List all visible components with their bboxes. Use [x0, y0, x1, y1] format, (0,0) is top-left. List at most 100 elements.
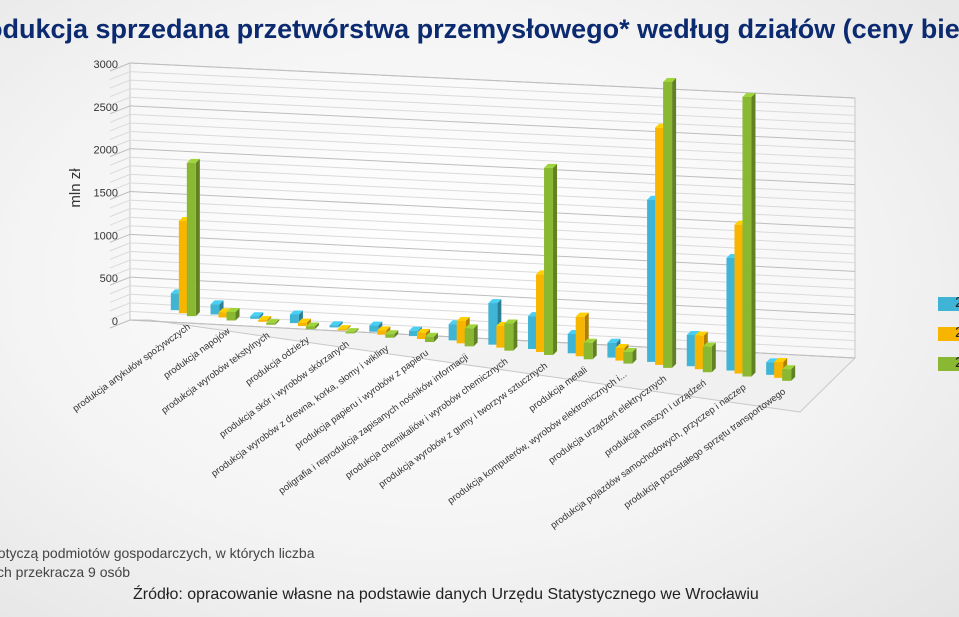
y-tick-label: 2500	[94, 102, 118, 114]
gridline	[129, 182, 856, 220]
source-note: Źródło: opracowanie własne na podstawie …	[133, 586, 759, 603]
bar	[297, 322, 307, 327]
gridline	[129, 62, 856, 99]
bar	[647, 199, 657, 362]
legend-label-series-2: 2	[955, 324, 959, 341]
gridline	[129, 216, 856, 255]
x-tick-label: produkcja pozostałego sprzętu transporto…	[622, 386, 788, 511]
gridline	[129, 105, 856, 142]
gridline	[129, 79, 856, 116]
bar-side	[592, 338, 597, 360]
y-axis-ticks: 0 500 1000 1500 2000 2500 3000	[94, 59, 118, 328]
gridline-side	[109, 208, 131, 218]
bar	[615, 348, 625, 361]
bar	[250, 316, 260, 319]
bar-side	[275, 319, 280, 325]
bar-top	[782, 365, 796, 370]
gridline-side	[109, 173, 131, 183]
bar-top	[615, 344, 629, 349]
bar	[726, 257, 736, 371]
gridline-side	[109, 113, 131, 123]
bar	[416, 332, 426, 340]
gridline-side	[109, 122, 131, 132]
bar-top	[210, 300, 224, 305]
bar	[424, 336, 434, 343]
gridline-side	[109, 276, 131, 286]
gridline-side	[109, 139, 131, 149]
gridline-side	[109, 251, 131, 260]
bar	[488, 303, 498, 345]
gridline-side	[109, 131, 131, 140]
gridline-side	[109, 199, 131, 209]
bar-top	[345, 328, 359, 333]
bar	[186, 162, 196, 317]
legend-label-series-1: 2	[955, 294, 959, 311]
bar-top	[369, 321, 383, 326]
y-tick-label: 0	[112, 316, 118, 328]
gridline	[129, 131, 856, 168]
bar-top	[337, 325, 351, 330]
footnote-line-1: dotyczą podmiotów gospodarczych, w który…	[0, 545, 315, 561]
gridline-side	[109, 79, 131, 89]
bar-top	[774, 357, 788, 362]
bar	[456, 320, 466, 344]
gridline	[129, 165, 856, 203]
bar-side	[394, 330, 399, 338]
bar-side	[433, 332, 438, 343]
gridline-side	[109, 216, 131, 226]
bar-side	[513, 319, 518, 351]
bar-top	[424, 332, 438, 337]
bar	[408, 330, 418, 337]
bar-side	[751, 92, 756, 377]
gridline-side	[109, 182, 131, 192]
bar	[448, 324, 458, 341]
bar-top	[623, 347, 637, 352]
bar	[170, 293, 180, 311]
bar-top	[583, 338, 597, 343]
gridline-side	[109, 310, 131, 320]
bar-top	[266, 319, 280, 324]
bar	[766, 362, 776, 375]
bar-side	[306, 318, 311, 327]
bar	[496, 325, 506, 348]
bar	[218, 312, 228, 318]
gridline	[129, 96, 856, 134]
bar	[536, 274, 546, 352]
bar	[774, 361, 784, 378]
bar	[178, 221, 188, 314]
gridline-side	[109, 105, 131, 115]
bar	[623, 351, 633, 364]
bar-side	[632, 347, 637, 364]
bar-top	[575, 312, 589, 317]
bar-top	[663, 77, 677, 82]
bar	[655, 127, 665, 365]
gridline-side	[109, 302, 131, 312]
y-axis-label: mln zł	[67, 168, 84, 208]
gridline	[129, 88, 856, 125]
bar	[607, 342, 617, 358]
x-tick-label: produkcja wyrobów z gumy i tworzyw sztuc…	[377, 360, 550, 490]
bar-top	[488, 299, 502, 304]
bar	[702, 346, 712, 373]
bar-top	[329, 321, 343, 326]
gridline	[129, 122, 856, 160]
gridline-side	[109, 165, 131, 175]
y-tick-label: 2000	[94, 145, 118, 157]
gridline-side	[109, 225, 131, 235]
bar-top	[377, 326, 391, 331]
bar-side	[553, 163, 558, 355]
gridline-side	[109, 62, 131, 72]
gridline	[129, 148, 856, 186]
bar-top	[607, 338, 621, 343]
bar	[329, 325, 339, 328]
gridline-side	[109, 319, 131, 329]
legend-swatch-series-2	[938, 327, 959, 341]
bar-top	[504, 319, 518, 324]
bar	[663, 81, 673, 368]
bar-side	[314, 322, 319, 330]
bar-top	[702, 342, 716, 347]
legend-swatch-series-1	[938, 297, 959, 311]
bar	[528, 316, 538, 349]
y-tick-label: 500	[100, 273, 118, 285]
